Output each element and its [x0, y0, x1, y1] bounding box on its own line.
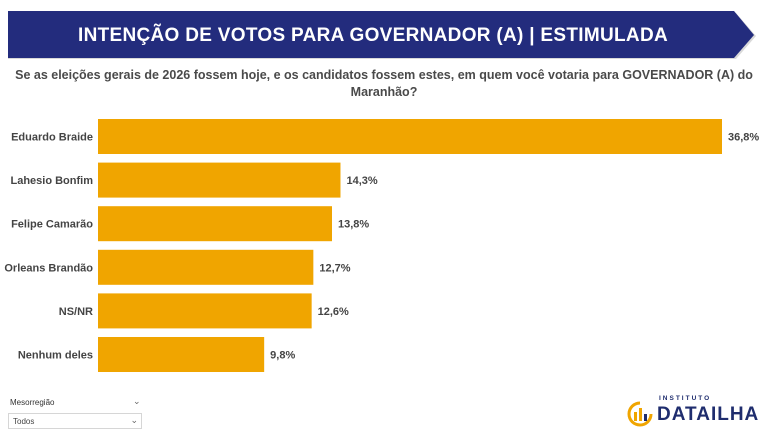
bar: [98, 249, 314, 285]
logo-icon: [627, 401, 653, 427]
category-label: Orleans Brandão: [4, 262, 93, 274]
bar: [98, 119, 722, 154]
bar: [98, 206, 332, 242]
filter-value: Todos: [13, 417, 35, 426]
bar: [98, 337, 265, 372]
title-banner: INTENÇÃO DE VOTOS PARA GOVERNADOR (A) | …: [8, 11, 758, 61]
chevron-down-icon[interactable]: ⌄: [133, 396, 141, 406]
data-label: 12,7%: [319, 262, 350, 274]
data-label: 14,3%: [346, 175, 377, 187]
data-label: 13,8%: [338, 219, 369, 231]
category-label: Lahesio Bonfim: [10, 175, 93, 187]
chevron-down-icon[interactable]: ⌄: [130, 415, 138, 425]
logo-big-text: DATAILHA: [657, 404, 760, 425]
bar: [98, 162, 341, 198]
category-label: Eduardo Braide: [11, 132, 93, 144]
category-label: Nenhum deles: [18, 350, 93, 362]
page-title: INTENÇÃO DE VOTOS PARA GOVERNADOR (A) | …: [78, 25, 668, 46]
data-label: 12,6%: [318, 306, 349, 318]
survey-question: Se as eleições gerais de 2026 fossem hoj…: [15, 68, 753, 99]
filter-label: Mesorregião: [10, 398, 55, 407]
category-label: Felipe Camarão: [11, 219, 93, 231]
data-label: 9,8%: [270, 350, 295, 362]
bar-chart: Eduardo Braide 36,8% Lahesio Bonfim 14,3% Fe…: [4, 119, 759, 372]
logo-small-text: INSTITUTO: [659, 395, 712, 402]
data-label: 36,8%: [728, 132, 759, 144]
bar: [98, 293, 312, 329]
category-label: NS/NR: [59, 306, 93, 318]
datailha-logo: INSTITUTO DATAILHA: [626, 392, 766, 432]
banner-shape: [8, 11, 756, 59]
filter-dropdown[interactable]: Todos ⌄: [8, 413, 142, 429]
